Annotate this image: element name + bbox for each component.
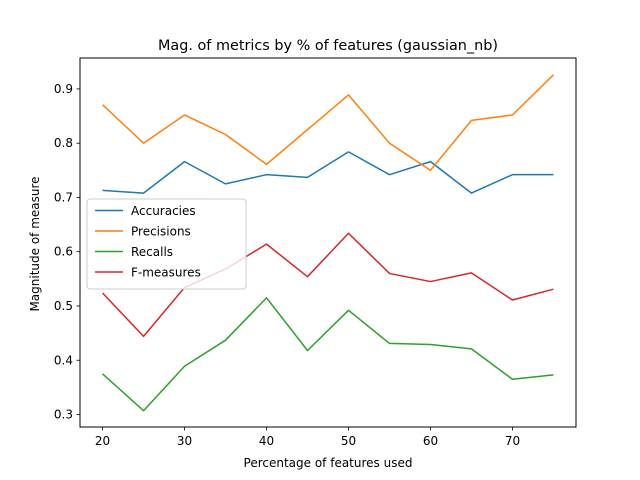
- y-tick-label: 0.4: [54, 353, 73, 367]
- legend: Accuracies Precisions Recalls F-measures: [86, 198, 247, 290]
- y-tick-label: 0.9: [54, 82, 73, 96]
- x-tick-label: 60: [423, 434, 438, 448]
- x-tick-label: 70: [505, 434, 520, 448]
- series-line-precisions: [102, 74, 554, 172]
- x-tick-label: 30: [177, 434, 192, 448]
- y-tick-label: 0.5: [54, 299, 73, 313]
- axes-frame: [79, 57, 577, 428]
- y-tick-label: 0.6: [54, 245, 73, 259]
- series-line-f-measures: [102, 232, 554, 338]
- y-tick-label: 0.3: [54, 408, 73, 422]
- legend-label-recalls: Recalls: [131, 245, 173, 259]
- x-tick-label: 50: [341, 434, 356, 448]
- y-axis-label: Magnitude of measure: [28, 176, 42, 311]
- y-tick-label: 0.7: [54, 190, 73, 204]
- x-tick-label: 40: [259, 434, 274, 448]
- plot-area: 20 30 40 50 60 70 0.3 0.4 0.5 0.6 0.7 0.8 0.9: [54, 74, 554, 448]
- series-line-recalls: [102, 297, 554, 412]
- legend-box: [86, 198, 247, 290]
- chart-title: Mag. of metrics by % of features (gaussi…: [158, 38, 498, 54]
- y-tick-label: 0.8: [54, 136, 73, 150]
- legend-label-f-measures: F-measures: [131, 265, 201, 279]
- x-axis-label: Percentage of features used: [244, 456, 413, 470]
- series-line-accuracies: [102, 151, 554, 194]
- legend-label-precisions: Precisions: [131, 224, 191, 238]
- x-tick-label: 20: [95, 434, 110, 448]
- legend-label-accuracies: Accuracies: [131, 204, 196, 218]
